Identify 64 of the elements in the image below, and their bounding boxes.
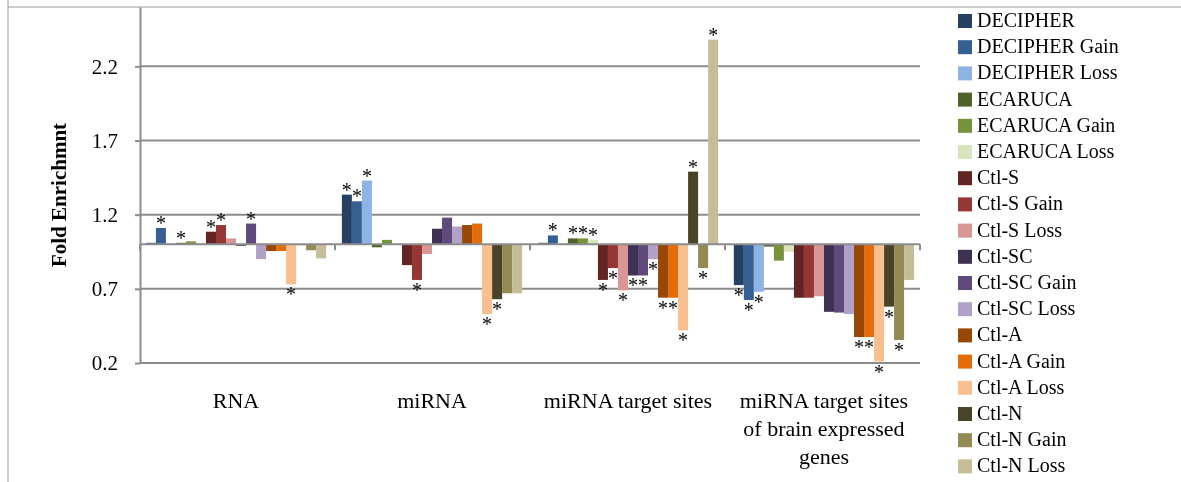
data-label: * xyxy=(617,289,628,312)
data-label: * xyxy=(894,339,905,362)
x-tick-label: miRNA xyxy=(397,388,467,413)
y-tick-label: 1.7 xyxy=(91,128,118,153)
legend-label: Ctl-N xyxy=(977,402,1023,424)
data-label: * xyxy=(175,226,186,249)
y-tick-label: 2.2 xyxy=(91,54,118,79)
legend-label: Ctl-SC xyxy=(977,244,1033,267)
data-label: * xyxy=(351,185,362,208)
legend-label: DECIPHER Gain xyxy=(977,35,1119,58)
legend-label: ECARUCA xyxy=(977,87,1074,110)
legend-label: Ctl-A xyxy=(977,323,1024,346)
data-label: * xyxy=(607,267,618,290)
legend-label: Ctl-S Loss xyxy=(977,218,1063,241)
data-label: * xyxy=(648,258,659,281)
data-label: * xyxy=(753,290,764,313)
data-label: * xyxy=(678,329,689,352)
data-label: * xyxy=(205,215,216,238)
data-label: * xyxy=(698,267,709,290)
x-tick-label: miRNA target sites xyxy=(543,388,713,413)
y-axis-title: Fold Enrichmnt xyxy=(47,122,71,268)
legend-label: Ctl-A Gain xyxy=(977,349,1066,372)
legend-label: Ctl-SC Loss xyxy=(977,297,1076,320)
data-label: * xyxy=(587,223,598,246)
data-label: * xyxy=(155,212,166,235)
data-label: * xyxy=(874,360,885,383)
legend-label: Ctl-N Gain xyxy=(977,428,1067,451)
data-label: * xyxy=(547,219,558,242)
data-label: * xyxy=(492,298,503,321)
data-label: * xyxy=(628,274,638,297)
data-label: * xyxy=(743,298,754,321)
data-label: * xyxy=(246,207,257,230)
data-label: * xyxy=(864,336,875,359)
data-label: * xyxy=(411,278,422,301)
legend-label: Ctl-SC Gain xyxy=(977,271,1077,293)
data-label: * xyxy=(361,164,372,187)
data-label: * xyxy=(482,313,493,336)
data-label: * xyxy=(708,23,719,46)
data-label: * xyxy=(577,222,588,245)
data-label: * xyxy=(597,278,608,301)
legend-label: DECIPHER xyxy=(977,9,1076,31)
data-label: * xyxy=(567,222,578,245)
x-tick-label: miRNA target sites of brain expressed genes xyxy=(739,388,909,469)
y-tick-label: 1.2 xyxy=(91,202,118,227)
legend-label: Ctl-S xyxy=(977,166,1020,189)
data-label: * xyxy=(341,178,352,201)
data-label: * xyxy=(658,296,669,319)
data-label: * xyxy=(854,336,865,359)
legend-label: ECARUCA Loss xyxy=(977,140,1115,162)
legend-label: ECARUCA Gain xyxy=(977,113,1116,136)
data-label: * xyxy=(216,209,227,232)
legend-label: Ctl-A Loss xyxy=(977,375,1065,398)
data-label: * xyxy=(668,296,679,319)
data-label: * xyxy=(286,283,297,306)
data-label: * xyxy=(884,305,895,328)
legend-label: DECIPHER Loss xyxy=(977,61,1118,84)
legend-label: Ctl-S Gain xyxy=(977,192,1064,215)
data-label: * xyxy=(638,274,649,297)
y-tick-label: 0.2 xyxy=(91,351,118,376)
y-tick-label: 0.7 xyxy=(91,277,118,302)
x-tick-label: RNA xyxy=(212,388,260,413)
legend-label: Ctl-N Loss xyxy=(977,454,1066,477)
data-label: * xyxy=(688,155,699,178)
data-label: * xyxy=(733,284,744,307)
